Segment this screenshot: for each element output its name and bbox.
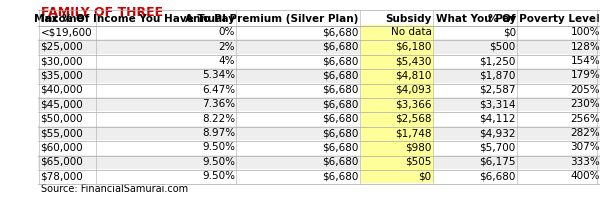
Text: 9.50%: 9.50% (202, 142, 235, 152)
Text: 282%: 282% (571, 128, 600, 138)
Bar (361, 68, 434, 83)
Text: $65,000: $65,000 (41, 157, 83, 167)
Text: 154%: 154% (571, 56, 600, 66)
Text: $6,680: $6,680 (322, 114, 359, 124)
Text: FAMILY OF THREE: FAMILY OF THREE (41, 6, 163, 19)
Bar (361, 39, 434, 54)
Bar (361, 25, 434, 39)
Bar (38, 140, 599, 155)
Text: % Of Poverty Level: % Of Poverty Level (488, 14, 600, 24)
Text: Subsidy: Subsidy (385, 14, 431, 24)
Text: 9.50%: 9.50% (202, 157, 235, 167)
Text: $6,680: $6,680 (322, 56, 359, 66)
Text: $0: $0 (418, 171, 431, 181)
Bar (38, 126, 599, 140)
Bar (361, 140, 434, 155)
Text: 5.34%: 5.34% (202, 70, 235, 80)
Text: 307%: 307% (571, 142, 600, 152)
Bar (38, 68, 599, 83)
Text: No data: No data (391, 27, 431, 37)
Text: $4,932: $4,932 (479, 128, 516, 138)
Text: $980: $980 (405, 142, 431, 152)
Text: $55,000: $55,000 (41, 128, 83, 138)
Text: $6,680: $6,680 (479, 171, 516, 181)
Text: $6,680: $6,680 (322, 85, 359, 95)
Text: $6,680: $6,680 (322, 70, 359, 80)
Text: 205%: 205% (571, 85, 600, 95)
Text: $6,180: $6,180 (395, 42, 431, 52)
Text: 128%: 128% (571, 42, 600, 52)
Text: <$19,600: <$19,600 (41, 27, 92, 37)
Text: 400%: 400% (571, 171, 600, 181)
Text: $4,093: $4,093 (395, 85, 431, 95)
Text: $4,112: $4,112 (479, 114, 516, 124)
Bar (38, 39, 599, 54)
Text: Max % Of Income You Have To Pay: Max % Of Income You Have To Pay (34, 14, 235, 24)
Text: Source: FinancialSamurai.com: Source: FinancialSamurai.com (41, 184, 188, 194)
Text: What You Pay: What You Pay (436, 14, 516, 24)
Text: $45,000: $45,000 (41, 99, 83, 109)
Text: $3,314: $3,314 (479, 99, 516, 109)
Text: 230%: 230% (571, 99, 600, 109)
Text: 4%: 4% (218, 56, 235, 66)
Text: 7.36%: 7.36% (202, 99, 235, 109)
Bar (361, 111, 434, 126)
Bar (361, 97, 434, 111)
Bar (361, 169, 434, 183)
Bar (38, 111, 599, 126)
Text: $35,000: $35,000 (41, 70, 83, 80)
Bar (38, 97, 599, 111)
Text: 9.50%: 9.50% (202, 171, 235, 181)
Bar (38, 83, 599, 97)
Text: 8.22%: 8.22% (202, 114, 235, 124)
Text: $6,680: $6,680 (322, 99, 359, 109)
Text: $500: $500 (490, 42, 516, 52)
Text: $6,680: $6,680 (322, 128, 359, 138)
Bar (361, 83, 434, 97)
Text: $1,748: $1,748 (395, 128, 431, 138)
Text: $40,000: $40,000 (41, 85, 83, 95)
Bar (361, 54, 434, 68)
Text: $6,175: $6,175 (479, 157, 516, 167)
Text: $6,680: $6,680 (322, 171, 359, 181)
Text: $505: $505 (405, 157, 431, 167)
Text: 0%: 0% (218, 27, 235, 37)
Text: 6.47%: 6.47% (202, 85, 235, 95)
Text: $5,700: $5,700 (479, 142, 516, 152)
Bar (38, 10, 599, 26)
Text: $25,000: $25,000 (41, 42, 83, 52)
Text: 2%: 2% (218, 42, 235, 52)
Text: $2,587: $2,587 (479, 85, 516, 95)
Text: 8.97%: 8.97% (202, 128, 235, 138)
Text: $30,000: $30,000 (41, 56, 83, 66)
Text: $4,810: $4,810 (395, 70, 431, 80)
Text: $6,680: $6,680 (322, 157, 359, 167)
Text: $78,000: $78,000 (41, 171, 83, 181)
Text: Income: Income (41, 14, 83, 24)
Text: 179%: 179% (571, 70, 600, 80)
Bar (38, 54, 599, 68)
Bar (361, 155, 434, 169)
Text: $50,000: $50,000 (41, 114, 83, 124)
Text: $60,000: $60,000 (41, 142, 83, 152)
Bar (38, 155, 599, 169)
Text: $6,680: $6,680 (322, 42, 359, 52)
Text: $3,366: $3,366 (395, 99, 431, 109)
Bar (38, 169, 599, 183)
Text: 100%: 100% (571, 27, 600, 37)
Text: Annual Premium (Silver Plan): Annual Premium (Silver Plan) (185, 14, 359, 24)
Bar (38, 25, 599, 39)
Bar (361, 126, 434, 140)
Text: $6,680: $6,680 (322, 27, 359, 37)
Text: $2,568: $2,568 (395, 114, 431, 124)
Text: $1,870: $1,870 (479, 70, 516, 80)
Text: 256%: 256% (571, 114, 600, 124)
Text: 333%: 333% (571, 157, 600, 167)
Text: $6,680: $6,680 (322, 142, 359, 152)
Text: $0: $0 (503, 27, 516, 37)
Text: $5,430: $5,430 (395, 56, 431, 66)
Text: $1,250: $1,250 (479, 56, 516, 66)
